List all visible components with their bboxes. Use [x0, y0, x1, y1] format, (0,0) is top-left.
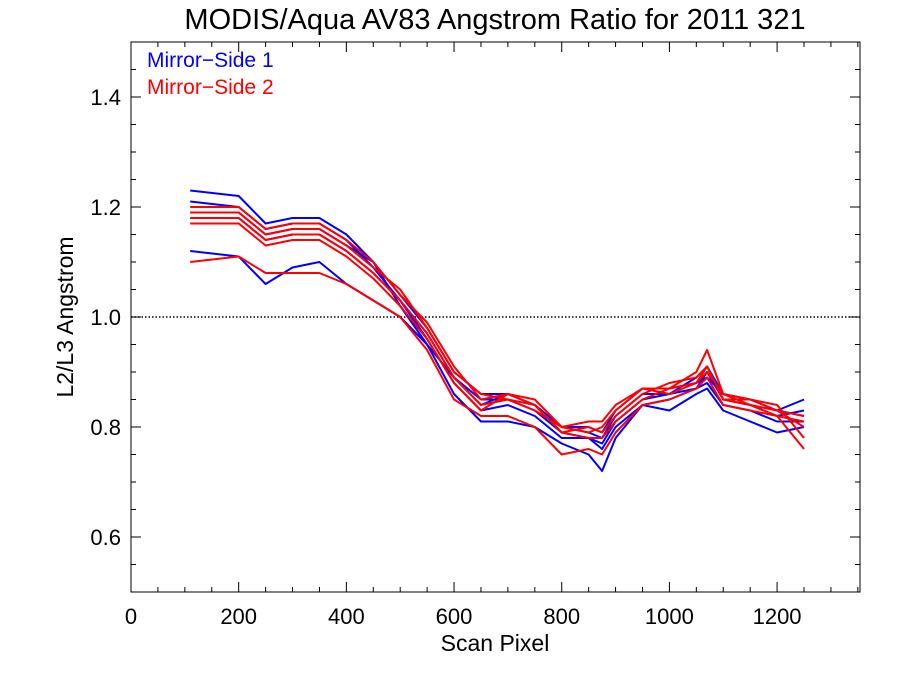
x-tick-label: 200	[220, 604, 257, 629]
y-tick-label: 1.2	[90, 195, 121, 220]
x-tick-label: 1200	[753, 604, 802, 629]
y-tick-label: 0.8	[90, 415, 121, 440]
series-lines	[190, 189, 805, 472]
mirror-side-2-line-8	[190, 222, 805, 439]
x-tick-label: 800	[543, 604, 580, 629]
mirror-side-2-line-7	[190, 217, 805, 428]
mirror-side-2-line-5	[190, 206, 805, 434]
x-axis-label: Scan Pixel	[441, 630, 550, 656]
x-axis-ticks: 0 200 400 600 800 1000 1200	[125, 42, 859, 629]
y-tick-label: 1.4	[90, 85, 121, 110]
mirror-side-2-line-9	[190, 255, 805, 456]
x-tick-label: 400	[328, 604, 365, 629]
chart-title: MODIS/Aqua AV83 Angstrom Ratio for 2011 …	[184, 4, 805, 36]
y-tick-label: 0.6	[90, 525, 121, 550]
plot-area: 0 200 400 600 800 1000 1200 0.6 0.8 1.0 1.2 1.4	[90, 41, 861, 629]
x-tick-label: 0	[125, 604, 137, 629]
y-axis-label: L2/L3 Angstrom	[52, 236, 78, 397]
legend-entry-mirror-side-2: Mirror−Side 2	[147, 76, 274, 99]
legend-entry-mirror-side-1: Mirror−Side 1	[147, 49, 274, 72]
x-tick-label: 600	[436, 604, 473, 629]
y-tick-label: 1.0	[90, 305, 121, 330]
legend: Mirror−Side 1 Mirror−Side 2	[147, 49, 274, 99]
y-axis-ticks: 0.6 0.8 1.0 1.2 1.4	[90, 69, 860, 565]
x-tick-label: 1000	[645, 604, 694, 629]
